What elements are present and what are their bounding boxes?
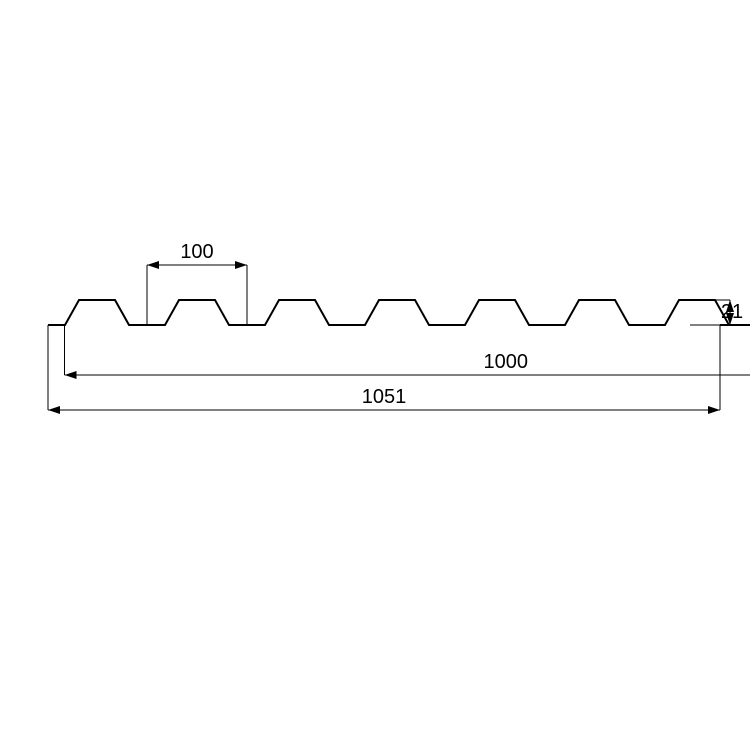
arrowhead xyxy=(65,371,77,379)
dim-height-label: 21 xyxy=(721,301,743,323)
sheet-profile xyxy=(48,300,750,325)
arrowhead xyxy=(147,261,159,269)
dim-1051-label: 1051 xyxy=(362,386,407,408)
arrowhead xyxy=(708,406,720,414)
dim-pitch-label: 100 xyxy=(180,241,213,263)
arrowhead xyxy=(235,261,247,269)
dim-1000-label: 1000 xyxy=(484,351,529,373)
arrowhead xyxy=(48,406,60,414)
